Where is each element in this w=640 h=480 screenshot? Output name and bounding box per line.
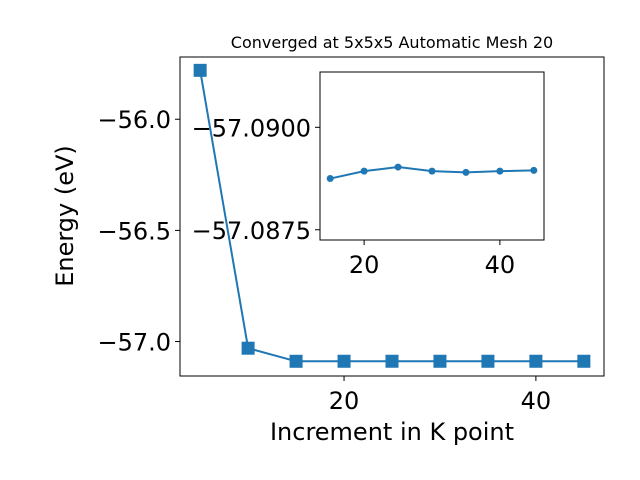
main-data-point (289, 354, 303, 368)
main-x-ticks: 20 40 (329, 376, 551, 415)
inset-data-point (496, 167, 504, 175)
inset-data-point (326, 175, 334, 183)
main-y-tick-label: −56.5 (97, 217, 171, 245)
main-y-ticks: −57.0 −56.5 −56.0 (97, 106, 180, 357)
inset-background (320, 72, 544, 240)
main-series (193, 63, 591, 368)
chart-title: Converged at 5x5x5 Automatic Mesh 20 (231, 33, 553, 52)
inset-y-tick-label: −57.0875 (192, 217, 311, 245)
main-chart: Converged at 5x5x5 Automatic Mesh 20 20 4… (51, 33, 605, 446)
main-data-point (577, 354, 591, 368)
inset-x-tick-label: 40 (485, 251, 516, 279)
main-data-point (529, 354, 543, 368)
x-axis-label: Increment in K point (270, 418, 514, 446)
main-data-point (193, 63, 207, 77)
inset-y-ticks: −57.0875 −57.0900 (192, 114, 320, 245)
main-x-tick-label: 40 (521, 387, 552, 415)
main-plot-frame (179, 56, 605, 377)
inset-data-point (428, 167, 436, 175)
main-x-tick-label: 20 (329, 387, 360, 415)
inset-y-tick-label: −57.0900 (192, 114, 311, 142)
inset-data-point (360, 167, 368, 175)
main-data-point (433, 354, 447, 368)
main-data-point (337, 354, 351, 368)
inset-chart: 20 40 −57.0875−57.0900 (192, 71, 545, 279)
main-data-point (385, 354, 399, 368)
inset-data-point (530, 166, 538, 174)
main-data-point (241, 341, 255, 355)
y-axis-label: Energy (eV) (51, 145, 79, 287)
inset-plot-frame (319, 71, 545, 241)
inset-data-point (394, 163, 402, 171)
inset-x-tick-label: 20 (349, 251, 380, 279)
main-data-point (481, 354, 495, 368)
inset-x-ticks: 20 40 (349, 240, 515, 279)
inset-series (326, 163, 538, 183)
inset-data-point (462, 168, 470, 176)
main-y-tick-label: −56.0 (97, 106, 171, 134)
main-y-tick-label: −57.0 (97, 329, 171, 357)
